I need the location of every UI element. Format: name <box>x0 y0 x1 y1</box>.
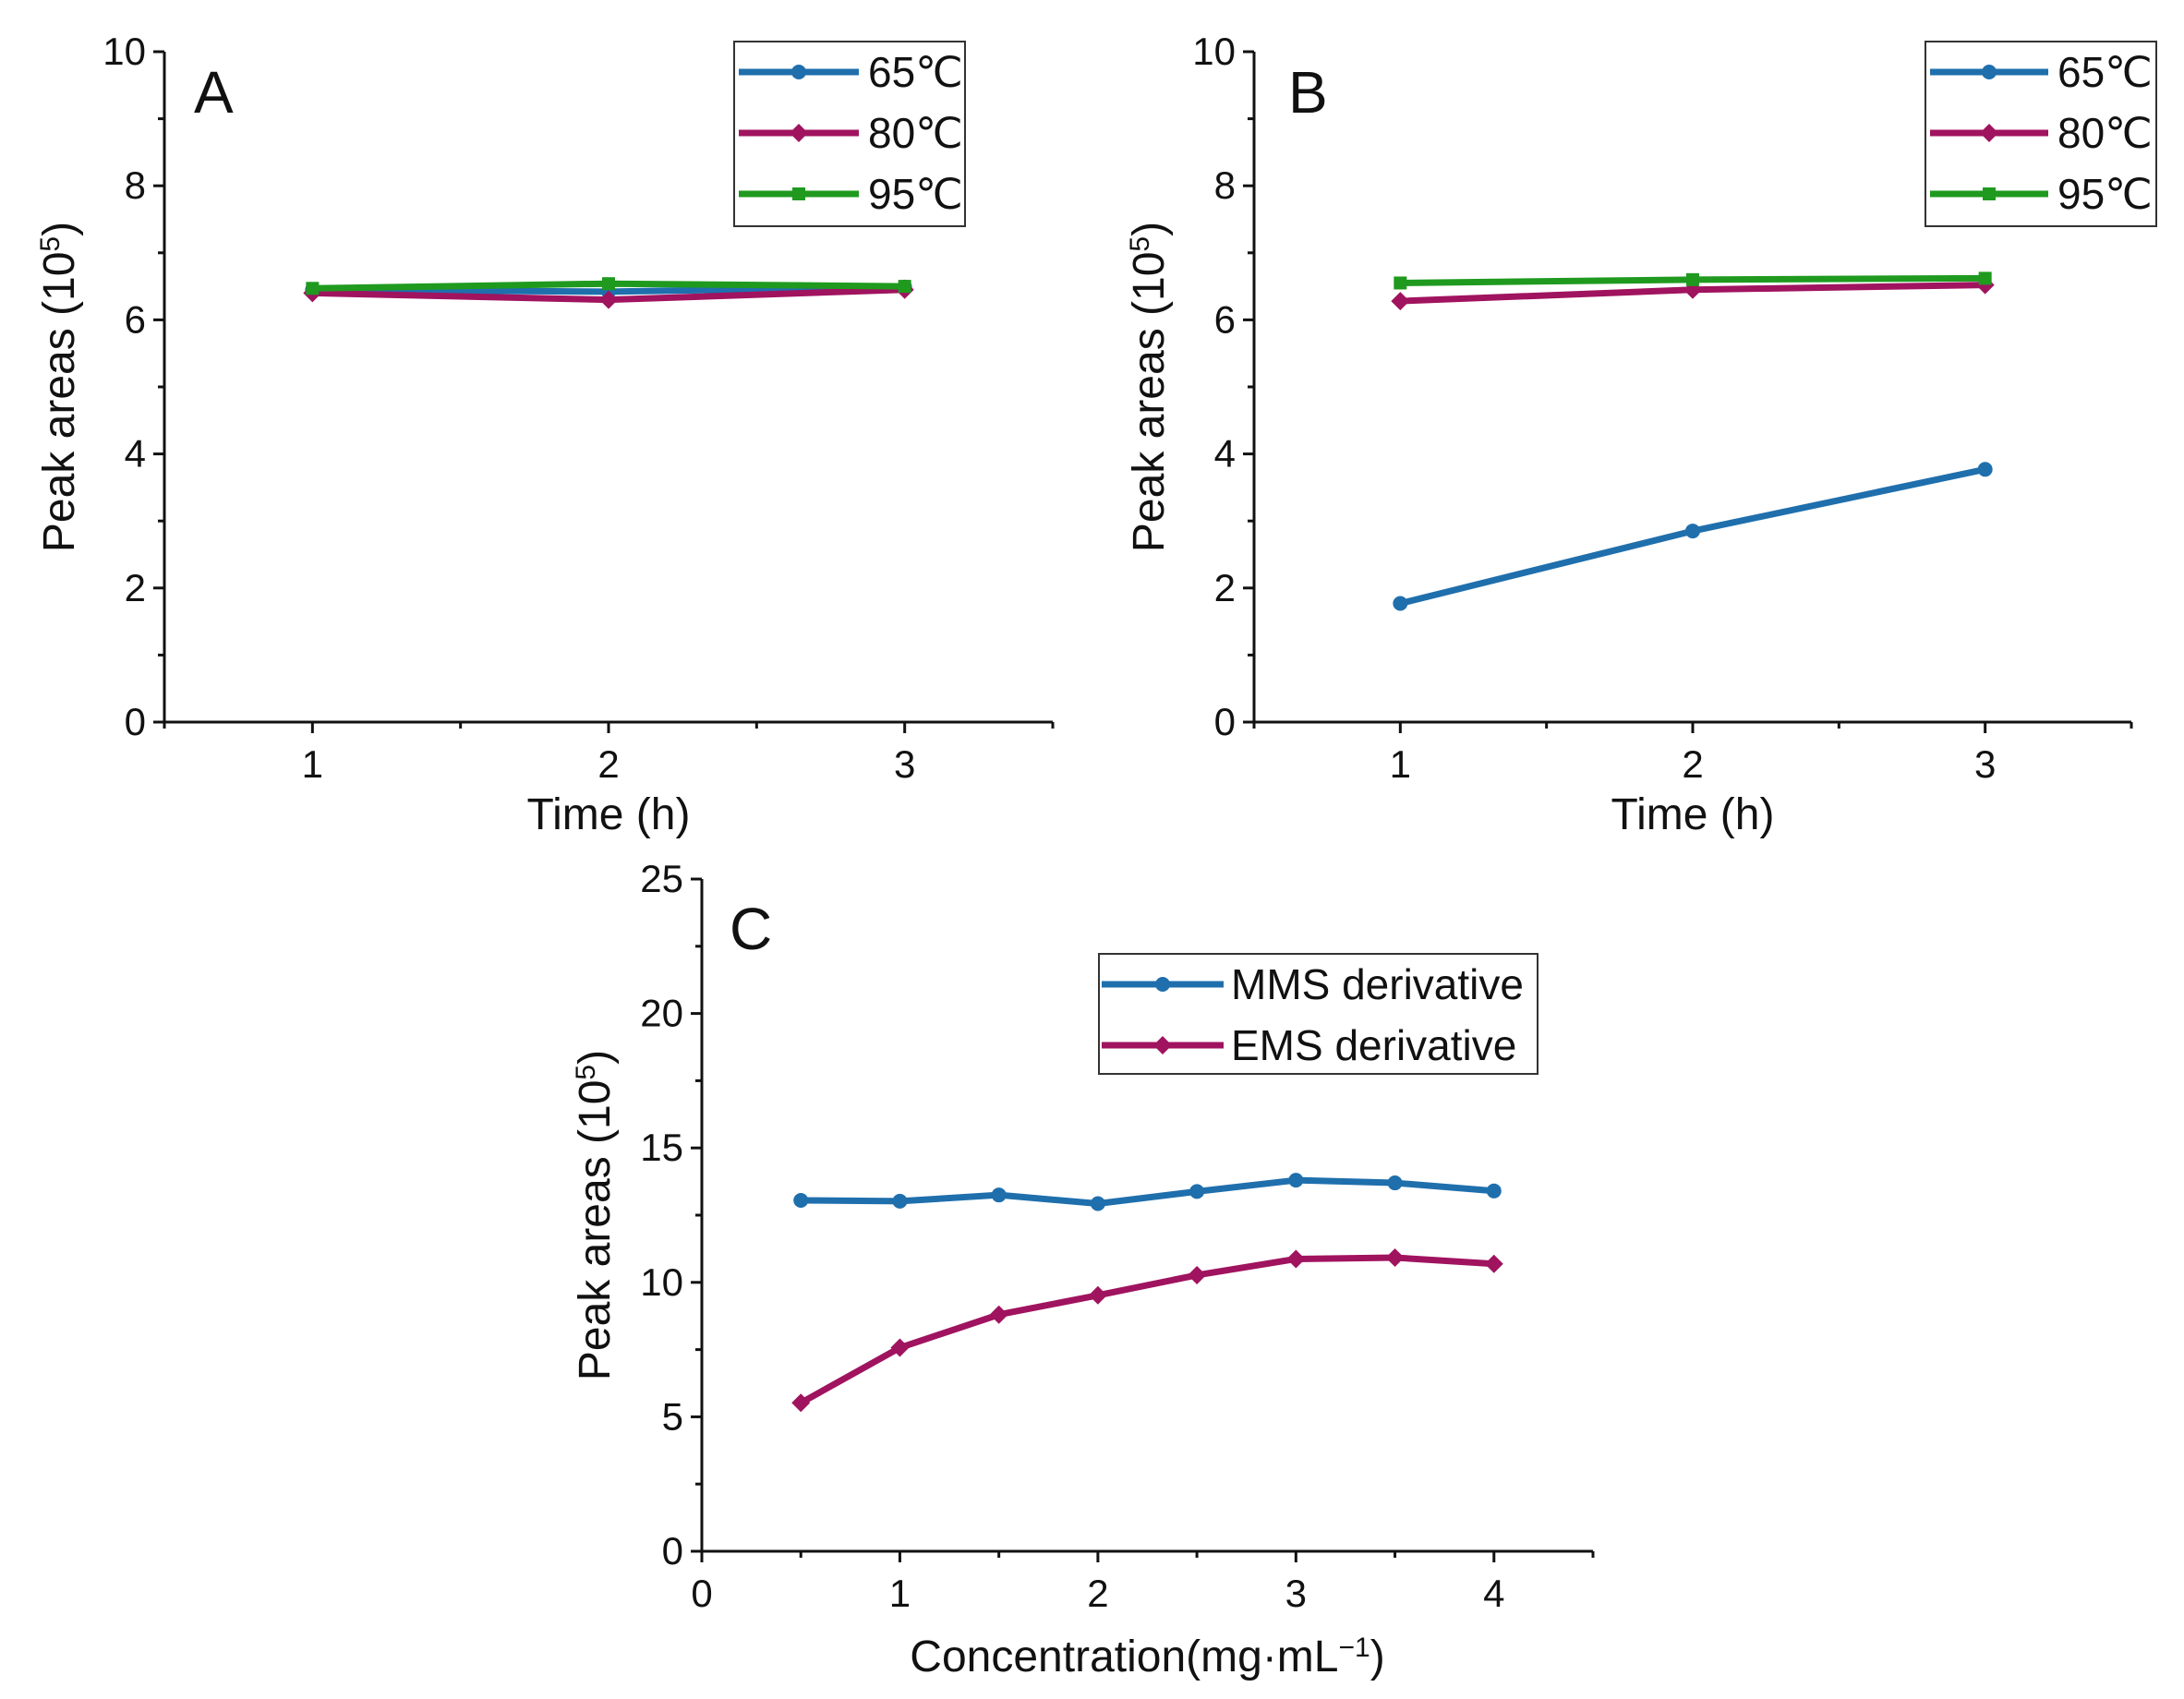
legend-box <box>1098 953 1538 1075</box>
data-point <box>306 282 320 295</box>
legend-marker <box>790 124 808 142</box>
data-point <box>1391 292 1410 311</box>
data-point <box>892 1193 908 1209</box>
y-tick-label: 6 <box>1214 297 1236 341</box>
y-tick-label: 25 <box>640 857 683 900</box>
data-point <box>1286 1249 1306 1269</box>
y-tick-label: 15 <box>640 1126 683 1169</box>
legend: 65℃ 80℃ 95℃ <box>1925 41 2157 227</box>
data-point <box>1393 596 1408 611</box>
series-line <box>799 1254 1494 1406</box>
y-axis-title: Peak areas (105) <box>1125 222 1175 552</box>
legend-marker <box>791 65 806 79</box>
x-tick-label: 1 <box>302 742 323 786</box>
x-tick-label: 0 <box>691 1572 712 1615</box>
x-tick-label: 2 <box>597 742 619 786</box>
data-point <box>1484 1254 1503 1273</box>
y-tick-label: 6 <box>125 297 146 341</box>
legend-label: MMS derivative <box>1231 960 1524 1008</box>
legend-label: EMS derivative <box>1231 1021 1516 1069</box>
y-axis-title: Peak areas (105) <box>571 1050 621 1380</box>
y-tick-label: 8 <box>125 163 146 207</box>
y-tick-label: 5 <box>662 1394 683 1438</box>
data-point <box>1685 524 1700 539</box>
data-point <box>991 1187 1007 1203</box>
legend-marker <box>1983 187 1996 200</box>
panel-c: 0 5 10 15 20 25 0 1 2 3 4 Concentration(mg·mL−1) Pea… <box>571 857 1595 1682</box>
data-point <box>1088 1285 1107 1305</box>
x-axis-title: Time (h) <box>1611 790 1775 839</box>
y-tick-label: 2 <box>1214 566 1236 609</box>
y-tick-label: 2 <box>125 566 146 609</box>
y-tick-label: 10 <box>640 1260 683 1304</box>
y-axis-title: Peak areas (105) <box>35 222 85 552</box>
x-tick-label: 2 <box>1087 1572 1108 1615</box>
data-point <box>1977 462 1993 477</box>
legend: 65℃ 80℃ 95℃ <box>733 41 966 227</box>
data-point <box>898 280 911 294</box>
y-tick-label: 8 <box>1214 163 1236 207</box>
legend: MMS derivative EMS derivative <box>1098 953 1538 1075</box>
x-axis-title: Concentration(mg·mL−1) <box>910 1633 1384 1682</box>
data-point <box>1394 276 1407 290</box>
x-axis-title: Time (h) <box>527 790 691 839</box>
data-point <box>1486 1183 1502 1199</box>
x-tick-label: 4 <box>1483 1572 1504 1615</box>
y-tick-label: 10 <box>103 30 146 73</box>
panel-label: A <box>194 59 234 126</box>
x-tick-label: 3 <box>1974 742 1996 786</box>
legend-marker <box>792 187 805 200</box>
panel-label: B <box>1288 59 1328 126</box>
legend-label: 95℃ <box>868 170 963 218</box>
data-point <box>989 1305 1008 1324</box>
legend-label: 65℃ <box>868 48 963 96</box>
data-point <box>890 1338 910 1357</box>
x-tick-label: 3 <box>1285 1572 1307 1615</box>
data-point <box>1188 1265 1207 1284</box>
data-point <box>793 1192 809 1208</box>
data-point <box>1978 271 1992 285</box>
legend-marker <box>1982 65 1997 79</box>
y-tick-label: 0 <box>125 700 146 743</box>
data-point <box>791 1393 811 1413</box>
series-line <box>801 1176 1495 1207</box>
legend-marker <box>1155 977 1170 992</box>
legend-label: 95℃ <box>2057 170 2153 218</box>
data-point <box>1090 1196 1105 1211</box>
data-point <box>1686 272 1699 286</box>
y-tick-label: 4 <box>1214 432 1236 476</box>
y-tick-label: 10 <box>1192 30 1236 73</box>
y-tick-label: 0 <box>662 1529 683 1572</box>
data-point <box>1189 1184 1205 1199</box>
data-point <box>599 290 618 309</box>
x-tick-label: 3 <box>894 742 915 786</box>
x-tick-label: 2 <box>1682 742 1703 786</box>
data-point <box>1288 1173 1304 1188</box>
x-tick-label: 1 <box>889 1572 911 1615</box>
y-tick-label: 0 <box>1214 700 1236 743</box>
y-tick-label: 4 <box>125 432 146 476</box>
data-point <box>602 277 615 291</box>
panel-label: C <box>730 896 772 962</box>
legend-label: 80℃ <box>2057 109 2153 157</box>
legend-marker <box>1153 1036 1172 1054</box>
y-tick-label: 20 <box>640 992 683 1035</box>
legend-label: 65℃ <box>2057 48 2153 96</box>
x-tick-label: 1 <box>1390 742 1411 786</box>
legend-marker <box>1980 124 1998 142</box>
data-point <box>1385 1248 1405 1268</box>
legend-label: 80℃ <box>868 109 963 157</box>
data-point <box>1387 1175 1403 1191</box>
